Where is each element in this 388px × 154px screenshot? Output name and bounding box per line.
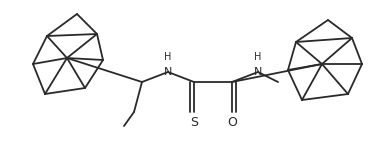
Text: H: H	[164, 52, 171, 62]
Text: O: O	[227, 116, 237, 129]
Text: S: S	[190, 116, 198, 129]
Text: H: H	[254, 52, 262, 62]
Text: N: N	[164, 67, 172, 77]
Text: N: N	[254, 67, 262, 77]
